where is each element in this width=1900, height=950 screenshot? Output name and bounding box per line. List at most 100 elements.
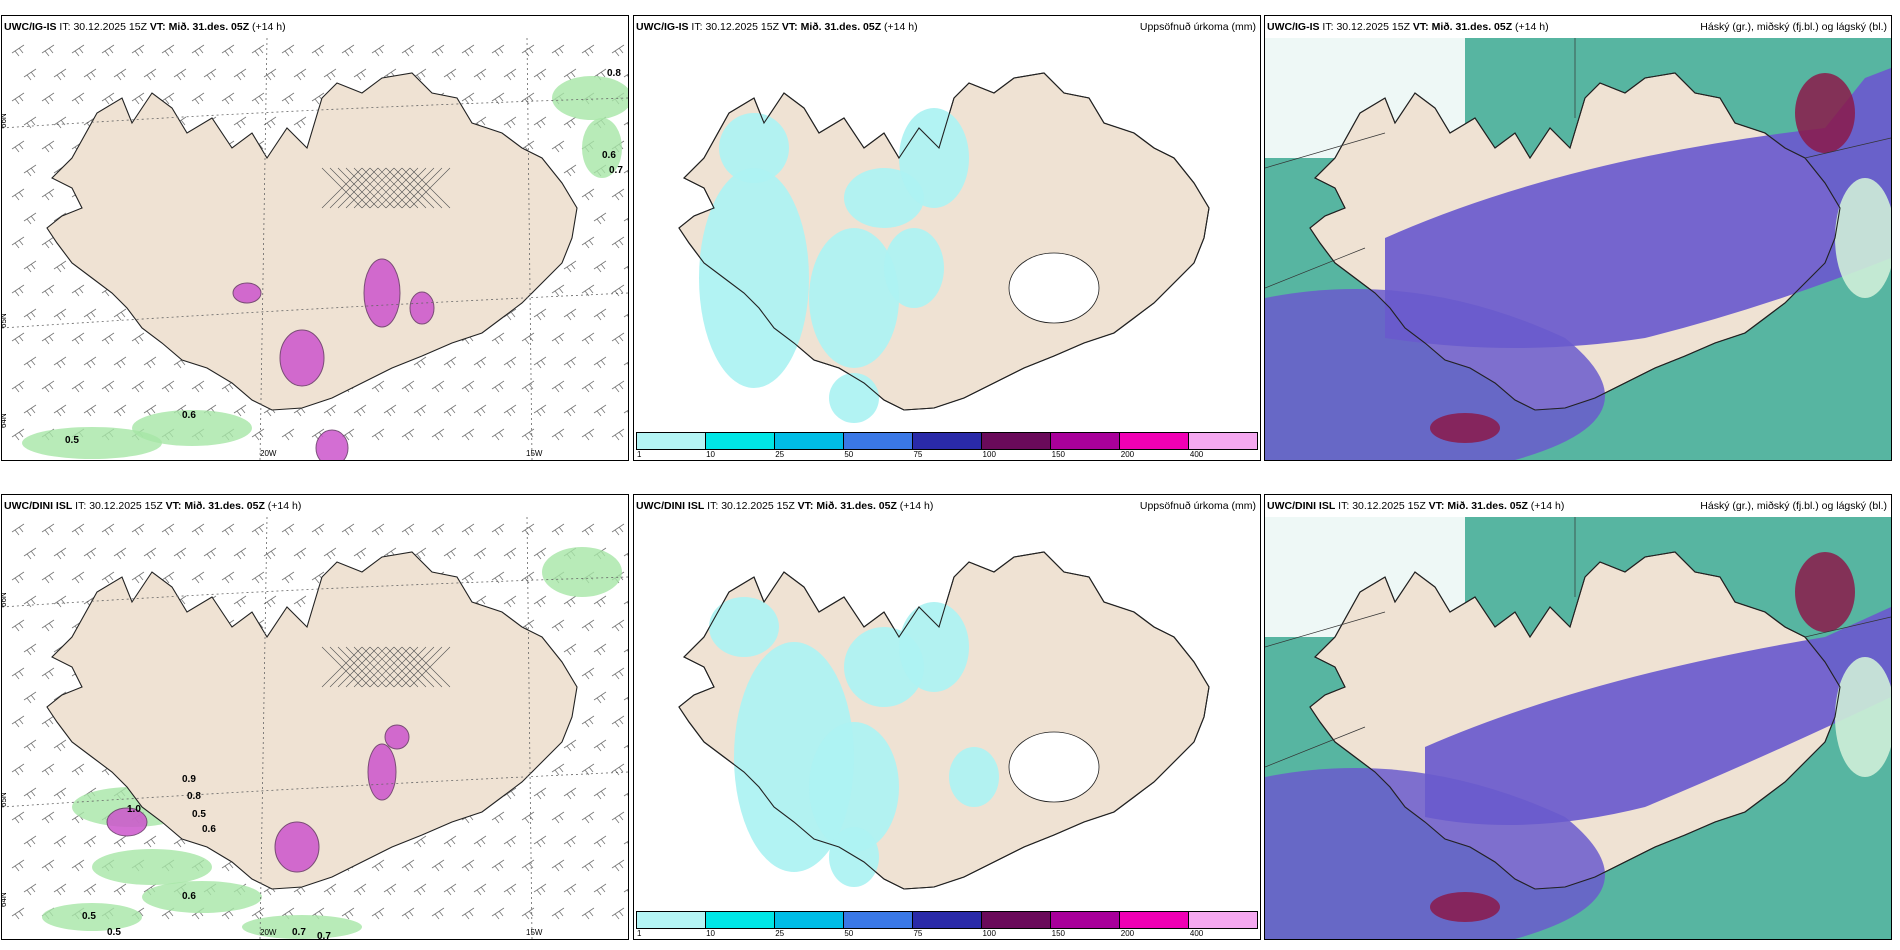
hatch-line [369,646,411,688]
wind-barb [191,44,205,57]
wind-barb [533,404,547,417]
graticule [2,517,628,939]
lat-label: 65N [2,792,8,807]
iceland-coastline [1309,551,1841,890]
wind-barb [521,859,535,872]
boundary-line [1265,726,1366,768]
glacier-area [1008,252,1100,324]
precip-green-area [552,76,628,120]
hatch-line [409,167,451,209]
colorbar-segment [1051,912,1120,928]
wind-barb [551,332,565,345]
wind-barb [623,840,628,845]
graticule-line [526,38,533,460]
wind-barb [353,883,367,896]
map-cloud-panel [1265,38,1891,460]
wind-barb [101,523,115,536]
colorbar-segment [706,912,775,928]
wind-barb [431,907,445,920]
boundary-line [1265,611,1386,648]
graticule [2,38,628,460]
wind-barb [233,547,247,560]
hatch-line [369,167,411,209]
colorbar-segment [844,912,913,928]
wind-barb [491,44,505,57]
wind-barb [623,744,628,749]
wind-barb [323,404,337,417]
hatch-line [321,167,363,209]
wind-barb [461,907,475,920]
precip-green-area [42,903,142,931]
colorbar-segment [982,912,1051,928]
wind-barb [623,696,628,701]
graticule-line [2,97,628,129]
wind-barb [113,404,127,417]
precip-colorbar [636,432,1258,450]
wind-barb [71,44,85,57]
wind-barb [593,212,607,225]
wind-barb [563,643,577,656]
wind-barb [443,404,457,417]
boundary-line [1265,132,1386,169]
wind-barb [623,361,628,366]
graticule-line [2,576,628,608]
colorbar-segment [637,912,706,928]
wind-barb [23,164,37,177]
boundary-line [1265,247,1366,289]
wind-barb [53,68,67,81]
precip-area [899,108,969,208]
colorbar-segment [913,433,982,449]
wind-barb [551,619,565,632]
wind-barb [611,428,625,441]
wind-barb [293,595,307,608]
hatch-line [361,167,403,209]
wind-barb [533,356,547,369]
wind-barb [491,92,505,105]
hatch-line [353,167,395,209]
graticule-line [259,517,268,939]
precip-value-label: 0.7 [609,165,623,176]
precip-area [719,113,789,183]
wind-barb [191,523,205,536]
wind-barb [503,356,517,369]
wind-barb [23,116,37,129]
wind-barb [11,523,25,536]
precip-colorbar-ticks: 1 10 25 50 75 100 150 200 400 [636,450,1258,460]
precip-area [809,722,899,852]
wind-barb [191,571,205,584]
wind-barb [233,116,247,129]
precip-colorbar-ticks: 1 10 25 50 75 100 150 200 400 [636,929,1258,939]
wind-barb [533,835,547,848]
wind-barb [23,643,37,656]
panel-header: UWC/IG-IS IT: 30.12.2025 15Z VT: Mið. 31… [1265,16,1891,38]
wind-barb [473,404,487,417]
wind-barb [623,600,628,605]
wind-barb [23,356,37,369]
wind-barb [581,284,595,297]
colorbar-segment [1189,433,1257,449]
wind-barb [551,284,565,297]
map-precip-panel [678,551,1210,890]
wind-barb [23,787,37,800]
wind-barb [353,547,367,560]
panel-header: UWC/DINI ISL IT: 30.12.2025 15Z VT: Mið.… [1265,495,1891,517]
wind-barb [623,409,628,414]
wind-barb [521,523,535,536]
wind-barb [521,428,535,441]
wind-barb [101,332,115,345]
wind-barb [491,859,505,872]
wind-barb [431,859,445,872]
wind-barb [41,188,55,201]
boundary-lines [1265,38,1891,289]
wind-barb [461,523,475,536]
wind-barb [293,547,307,560]
wind-barb [581,907,595,920]
precip-green-area [132,410,252,446]
wind-barb [341,907,355,920]
map-wind-panel: 1.0 0.9 0.8 0.5 0.6 0.5 0.6 0.5 0.7 0.7 20W 15W 66N 6… [2,517,628,939]
colorbar-segment [1189,912,1257,928]
panel-header: UWC/IG-IS IT: 30.12.2025 15Z VT: Mið. 31… [2,16,628,38]
wind-barb [203,68,217,81]
hatched-area [321,167,451,209]
hatch-line [361,646,403,688]
